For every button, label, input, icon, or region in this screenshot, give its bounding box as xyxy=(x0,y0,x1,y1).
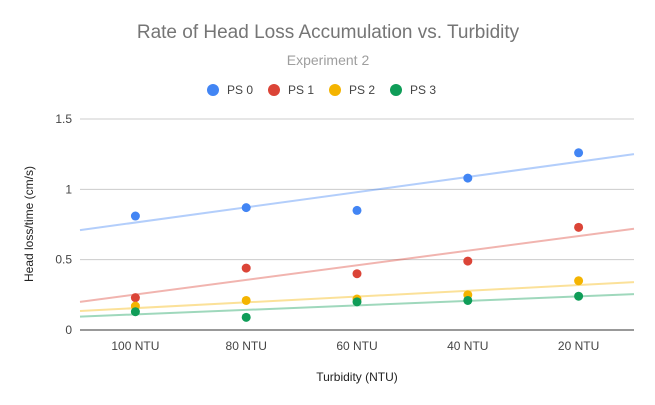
legend-marker xyxy=(390,84,402,96)
data-point xyxy=(463,256,473,266)
gridlines xyxy=(80,118,634,331)
legend-marker xyxy=(207,84,219,96)
data-point xyxy=(241,263,251,273)
y-tick-label: 0 xyxy=(65,323,72,337)
x-axis-ticks: 100 NTU 80 NTU 60 NTU 40 NTU 20 NTU xyxy=(111,339,599,353)
data-point xyxy=(574,222,584,232)
data-points xyxy=(130,148,584,322)
data-point xyxy=(241,312,251,322)
legend-label: PS 3 xyxy=(410,83,436,97)
y-tick-label: 1 xyxy=(65,182,72,196)
legend-label: PS 0 xyxy=(227,83,253,97)
chart-subtitle: Experiment 2 xyxy=(287,52,370,68)
legend: PS 0 PS 1 PS 2 PS 3 xyxy=(207,83,436,97)
trendline xyxy=(79,153,635,232)
data-point xyxy=(130,293,140,303)
legend-marker xyxy=(329,84,341,96)
x-tick-label: 20 NTU xyxy=(558,339,599,353)
data-point xyxy=(574,291,584,301)
legend-label: PS 1 xyxy=(288,83,314,97)
data-point xyxy=(352,205,362,215)
data-point xyxy=(130,307,140,317)
data-point xyxy=(241,203,251,213)
data-point xyxy=(352,297,362,307)
x-tick-label: 60 NTU xyxy=(336,339,377,353)
x-tick-label: 100 NTU xyxy=(111,339,159,353)
data-point xyxy=(463,295,473,305)
y-tick-label: 1.5 xyxy=(55,112,72,126)
chart-title: Rate of Head Loss Accumulation vs. Turbi… xyxy=(137,22,520,43)
data-point xyxy=(574,148,584,158)
y-tick-label: 0.5 xyxy=(55,253,72,267)
data-point xyxy=(241,295,251,305)
data-point xyxy=(352,269,362,279)
trendlines xyxy=(79,153,635,318)
trendline xyxy=(79,227,635,303)
x-axis-title: Turbidity (NTU) xyxy=(316,370,398,384)
x-tick-label: 40 NTU xyxy=(447,339,488,353)
legend-label: PS 2 xyxy=(349,83,375,97)
data-point xyxy=(574,276,584,286)
y-axis-ticks: 0 0.5 1 1.5 xyxy=(55,112,72,337)
x-tick-label: 80 NTU xyxy=(226,339,267,353)
data-point xyxy=(130,211,140,221)
legend-marker xyxy=(268,84,280,96)
data-point xyxy=(463,173,473,183)
y-axis-title: Head loss/time (cm/s) xyxy=(22,166,36,282)
